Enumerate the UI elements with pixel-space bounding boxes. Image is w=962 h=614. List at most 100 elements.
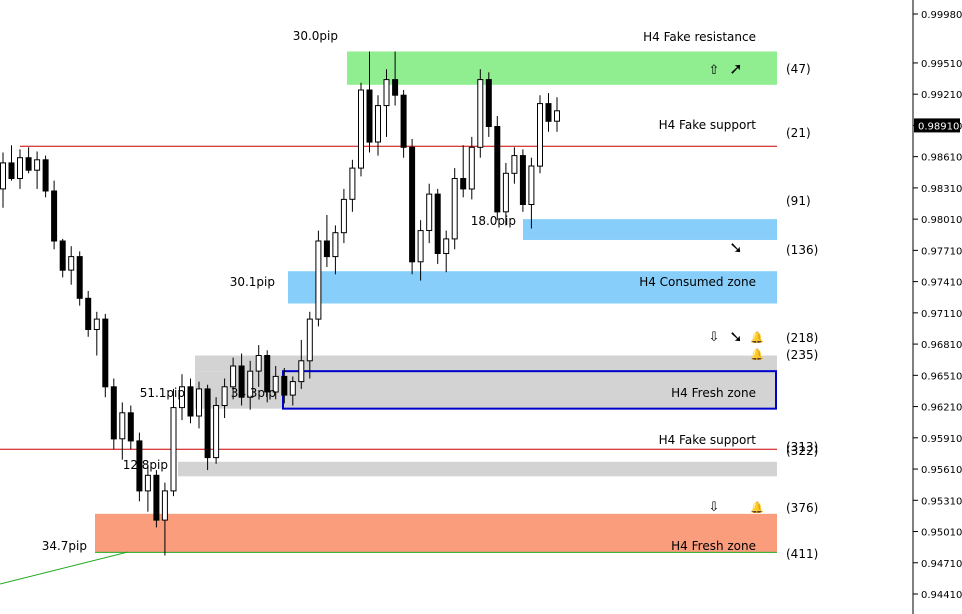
current-price-label: 0.98910 <box>918 121 959 132</box>
candle-body-14 <box>119 412 126 440</box>
price-tick-label-5: 0.98310 <box>921 184 962 195</box>
candle-body-31 <box>264 355 271 393</box>
price-tick-label-7: 0.97710 <box>921 246 962 257</box>
trend-line <box>0 551 129 585</box>
candle-body-9 <box>76 256 83 299</box>
candle-body-44 <box>375 105 381 143</box>
price-tick-label-15: 0.95310 <box>921 496 962 507</box>
candle-body-38 <box>323 240 330 258</box>
alert-bell-icon-2: 🔔 <box>750 348 764 361</box>
zone-4 <box>282 370 777 410</box>
candle-body-24 <box>204 388 211 459</box>
candle-body-5 <box>42 159 49 192</box>
candle-body-23 <box>196 388 202 417</box>
candle-body-37 <box>315 240 322 320</box>
candle-body-2 <box>17 157 23 179</box>
line-label-fake-support-upper: H4 Fake support <box>659 118 757 132</box>
candle-body-46 <box>392 79 399 96</box>
candle-body-25 <box>213 405 220 459</box>
count-4: (235) <box>786 348 818 362</box>
price-tick-label-14: 0.95610 <box>921 465 962 476</box>
price-tick-label-9: 0.97110 <box>921 309 962 320</box>
candle-body-16 <box>136 440 143 492</box>
candle-body-20 <box>170 407 177 492</box>
candle-body-41 <box>349 167 356 200</box>
alert-bell-icon-1: 🔔 <box>750 331 764 344</box>
candle-body-64 <box>545 103 552 122</box>
candle-body-26 <box>221 386 228 406</box>
count-2: (136) <box>786 243 818 257</box>
candle-body-30 <box>255 355 262 372</box>
candle-body-55 <box>468 146 475 190</box>
zone-0 <box>347 51 777 85</box>
arrow-down-right-icon: ➘ <box>729 238 742 257</box>
candle-body-62 <box>528 165 535 205</box>
count-1: (91) <box>786 194 811 208</box>
candle-body-50 <box>426 193 433 232</box>
pip-label-0: 30.0pip <box>293 29 338 43</box>
candle-body-61 <box>519 155 526 206</box>
candle-body-19 <box>161 490 168 521</box>
zone-2 <box>288 271 777 304</box>
candle-body-35 <box>298 360 305 383</box>
candle-body-39 <box>332 232 339 258</box>
zone-label-fake-resistance: H4 Fake resistance <box>643 30 756 44</box>
zone-6 <box>178 461 777 477</box>
candle-body-47 <box>400 94 407 148</box>
candle-body-33 <box>281 375 288 396</box>
count-3: (218) <box>786 331 818 345</box>
arrow-down-right-icon-2: ➘ <box>729 327 742 346</box>
pip-label-6: 12.8pip <box>123 458 168 472</box>
zone-1 <box>523 219 777 240</box>
price-tick-label-6: 0.98010 <box>921 215 962 226</box>
line-label-fake-support-lower: H4 Fake support <box>659 433 757 447</box>
price-tick-label-11: 0.96510 <box>921 371 962 382</box>
zones-layer <box>95 51 777 553</box>
candle-body-11 <box>93 318 100 331</box>
price-tick-label-1: 0.99510 <box>921 59 962 70</box>
candle-body-60 <box>511 155 518 174</box>
price-tick-label-13: 0.95910 <box>921 434 962 445</box>
candle-body-15 <box>127 412 134 442</box>
arrow-up-right-icon: ➚ <box>729 59 742 78</box>
candle-body-32 <box>272 375 279 393</box>
candles-layer <box>0 51 560 556</box>
candle-body-10 <box>85 297 92 330</box>
zone-7 <box>95 513 777 553</box>
candle-body-8 <box>68 256 75 271</box>
count-6: (322) <box>786 444 818 458</box>
candle-body-65 <box>554 110 560 122</box>
pip-label-1: 18.0pip <box>471 214 516 228</box>
alert-bell-icon-3: 🔔 <box>750 501 764 514</box>
candle-body-56 <box>477 79 484 148</box>
pip-label-4: 34.3pip <box>231 386 276 400</box>
candle-body-0 <box>0 162 6 190</box>
zone-label-consumed: H4 Consumed zone <box>639 275 756 289</box>
candle-body-34 <box>289 381 296 396</box>
price-tick-label-0: 0.99980 <box>921 10 962 21</box>
price-tick-label-8: 0.97410 <box>921 278 962 289</box>
labels-layer: H4 Fake resistance H4 Consumed zone H4 Fre… <box>42 29 819 561</box>
price-tick-label-10: 0.96810 <box>921 340 962 351</box>
zone-label-fresh-upper: H4 Fresh zone <box>671 386 756 400</box>
arrow-down-outline-icon-1: ⇩ <box>709 330 720 345</box>
candle-body-58 <box>494 126 501 213</box>
zone-3 <box>195 355 777 372</box>
candle-body-36 <box>306 318 313 362</box>
price-axis: 0.99980 0.99510 0.99210 0.98910 0.98610 0.983… <box>912 0 962 614</box>
zone-label-fresh-lower: H4 Fresh zone <box>671 539 756 553</box>
current-price-box <box>914 118 960 133</box>
candle-body-28 <box>238 365 245 398</box>
candle-body-1 <box>8 162 15 179</box>
candle-body-22 <box>187 386 194 417</box>
count-line-0: (21) <box>786 126 811 140</box>
price-tick-label-18: 0.94410 <box>921 590 962 601</box>
count-0: (47) <box>786 62 811 76</box>
candle-body-29 <box>247 370 254 398</box>
arrow-up-outline-icon: ⇧ <box>709 63 720 78</box>
pip-label-7: 34.7pip <box>42 539 87 553</box>
candle-body-49 <box>417 230 424 263</box>
candle-body-40 <box>340 198 347 234</box>
pip-label-5: 51.1pip <box>140 386 185 400</box>
